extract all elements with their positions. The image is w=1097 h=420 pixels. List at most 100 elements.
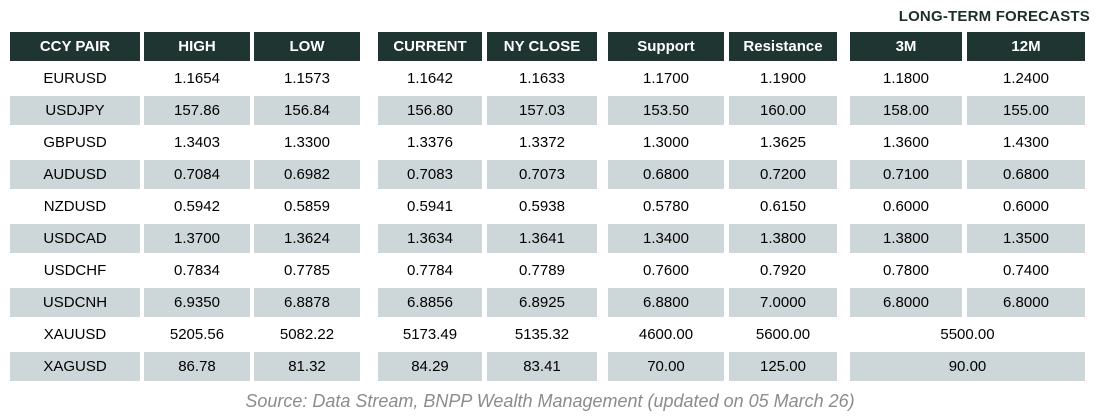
table-row: XAGUSD 86.78 81.32 84.29 83.41 70.00 125… <box>10 352 1085 384</box>
cell-12m: 1.2400 <box>962 64 1085 96</box>
cell-high: 0.7084 <box>140 160 250 192</box>
cell-current: 0.7784 <box>360 256 482 288</box>
long-term-forecasts-title: LONG-TERM FORECASTS <box>898 8 1090 25</box>
cell-3m: 1.3800 <box>837 224 962 256</box>
col-header-low: LOW <box>250 32 360 64</box>
cell-low: 0.5859 <box>250 192 360 224</box>
cell-support: 153.50 <box>597 96 724 128</box>
fx-forecast-table: CCY PAIR HIGH LOW CURRENT NY CLOSE Suppo… <box>10 32 1085 384</box>
cell-current: 0.5941 <box>360 192 482 224</box>
cell-3m: 0.7800 <box>837 256 962 288</box>
cell-low: 6.8878 <box>250 288 360 320</box>
cell-support: 4600.00 <box>597 320 724 352</box>
cell-support: 1.1700 <box>597 64 724 96</box>
cell-12m: 6.8000 <box>962 288 1085 320</box>
cell-support: 1.3000 <box>597 128 724 160</box>
cell-12m: 0.7400 <box>962 256 1085 288</box>
col-header-12m: 12M <box>962 32 1085 64</box>
col-header-3m: 3M <box>837 32 962 64</box>
cell-12m: 0.6000 <box>962 192 1085 224</box>
cell-ccy-pair: USDCNH <box>10 288 140 320</box>
cell-ny-close: 0.7073 <box>482 160 597 192</box>
table-row: USDCNH 6.9350 6.8878 6.8856 6.8925 6.880… <box>10 288 1085 320</box>
cell-3m: 1.3600 <box>837 128 962 160</box>
cell-ny-close: 0.5938 <box>482 192 597 224</box>
cell-resistance: 160.00 <box>724 96 837 128</box>
cell-12m: 1.3500 <box>962 224 1085 256</box>
table-row: EURUSD 1.1654 1.1573 1.1642 1.1633 1.170… <box>10 64 1085 96</box>
cell-3m: 0.7100 <box>837 160 962 192</box>
cell-resistance: 5600.00 <box>724 320 837 352</box>
source-caption: Source: Data Stream, BNPP Wealth Managem… <box>245 391 855 411</box>
cell-ny-close: 1.3641 <box>482 224 597 256</box>
cell-12m: 155.00 <box>962 96 1085 128</box>
cell-resistance: 1.3800 <box>724 224 837 256</box>
cell-ccy-pair: XAGUSD <box>10 352 140 384</box>
cell-high: 1.1654 <box>140 64 250 96</box>
col-header-current: CURRENT <box>360 32 482 64</box>
cell-current: 1.1642 <box>360 64 482 96</box>
cell-ny-close: 1.1633 <box>482 64 597 96</box>
cell-high: 0.5942 <box>140 192 250 224</box>
cell-high: 157.86 <box>140 96 250 128</box>
cell-3m: 0.6000 <box>837 192 962 224</box>
table-row: USDJPY 157.86 156.84 156.80 157.03 153.5… <box>10 96 1085 128</box>
cell-ccy-pair: NZDUSD <box>10 192 140 224</box>
cell-current: 1.3376 <box>360 128 482 160</box>
cell-current: 1.3634 <box>360 224 482 256</box>
cell-low: 156.84 <box>250 96 360 128</box>
cell-support: 70.00 <box>597 352 724 384</box>
col-header-ny-close: NY CLOSE <box>482 32 597 64</box>
cell-current: 156.80 <box>360 96 482 128</box>
cell-ccy-pair: XAUUSD <box>10 320 140 352</box>
cell-current: 5173.49 <box>360 320 482 352</box>
table-row: USDCAD 1.3700 1.3624 1.3634 1.3641 1.340… <box>10 224 1085 256</box>
cell-ccy-pair: USDCHF <box>10 256 140 288</box>
col-header-resistance: Resistance <box>724 32 837 64</box>
cell-current: 0.7083 <box>360 160 482 192</box>
cell-high: 1.3403 <box>140 128 250 160</box>
cell-ny-close: 83.41 <box>482 352 597 384</box>
cell-resistance: 0.6150 <box>724 192 837 224</box>
cell-support: 6.8800 <box>597 288 724 320</box>
cell-resistance: 0.7920 <box>724 256 837 288</box>
table-row: USDCHF 0.7834 0.7785 0.7784 0.7789 0.760… <box>10 256 1085 288</box>
cell-resistance: 1.1900 <box>724 64 837 96</box>
cell-ccy-pair: USDCAD <box>10 224 140 256</box>
cell-ny-close: 0.7789 <box>482 256 597 288</box>
header-row: CCY PAIR HIGH LOW CURRENT NY CLOSE Suppo… <box>10 32 1085 64</box>
cell-resistance: 125.00 <box>724 352 837 384</box>
col-header-support: Support <box>597 32 724 64</box>
cell-support: 0.5780 <box>597 192 724 224</box>
cell-low: 1.1573 <box>250 64 360 96</box>
cell-resistance: 7.0000 <box>724 288 837 320</box>
cell-12m: 0.6800 <box>962 160 1085 192</box>
table-row: NZDUSD 0.5942 0.5859 0.5941 0.5938 0.578… <box>10 192 1085 224</box>
cell-low: 1.3624 <box>250 224 360 256</box>
cell-support: 0.6800 <box>597 160 724 192</box>
cell-low: 81.32 <box>250 352 360 384</box>
cell-merged-forecast: 5500.00 <box>837 320 1085 352</box>
cell-current: 84.29 <box>360 352 482 384</box>
cell-resistance: 0.7200 <box>724 160 837 192</box>
cell-ccy-pair: USDJPY <box>10 96 140 128</box>
cell-3m: 1.1800 <box>837 64 962 96</box>
cell-ny-close: 1.3372 <box>482 128 597 160</box>
cell-ny-close: 6.8925 <box>482 288 597 320</box>
cell-high: 1.3700 <box>140 224 250 256</box>
cell-merged-forecast: 90.00 <box>837 352 1085 384</box>
cell-support: 1.3400 <box>597 224 724 256</box>
cell-low: 0.7785 <box>250 256 360 288</box>
cell-ny-close: 5135.32 <box>482 320 597 352</box>
table-row: GBPUSD 1.3403 1.3300 1.3376 1.3372 1.300… <box>10 128 1085 160</box>
cell-resistance: 1.3625 <box>724 128 837 160</box>
cell-ccy-pair: AUDUSD <box>10 160 140 192</box>
cell-high: 0.7834 <box>140 256 250 288</box>
cell-current: 6.8856 <box>360 288 482 320</box>
cell-ccy-pair: GBPUSD <box>10 128 140 160</box>
cell-low: 1.3300 <box>250 128 360 160</box>
cell-support: 0.7600 <box>597 256 724 288</box>
cell-high: 86.78 <box>140 352 250 384</box>
table-row: XAUUSD 5205.56 5082.22 5173.49 5135.32 4… <box>10 320 1085 352</box>
